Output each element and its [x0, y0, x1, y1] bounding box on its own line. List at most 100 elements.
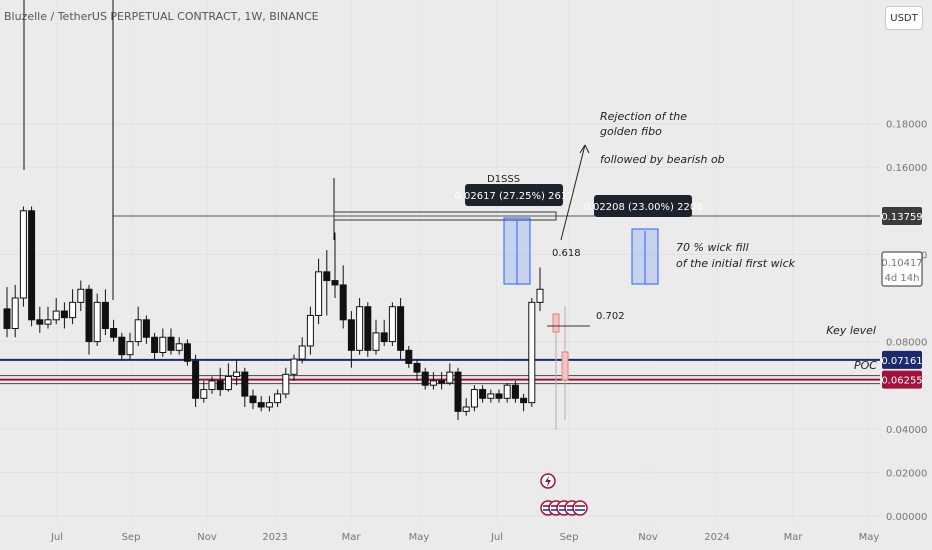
note-rejection-1: Rejection of the [600, 110, 687, 123]
candle-body [495, 393, 503, 399]
candle-body [503, 384, 511, 399]
time-tick: Jul [490, 532, 503, 543]
symbol-header: Bluzelle / TetherUS PERPETUAL CONTRACT, … [4, 10, 319, 23]
candle-body [52, 310, 60, 321]
arrow-head-icon [579, 144, 590, 154]
candle-body [487, 393, 495, 399]
time-tick: May [859, 532, 880, 543]
candle-body [511, 384, 519, 399]
candle-body [520, 397, 528, 404]
candle-body [364, 306, 372, 351]
candle-body [233, 371, 241, 377]
time-tick: Sep [122, 532, 141, 543]
poc-tag-bg [882, 370, 922, 389]
time-tick: Jul [50, 532, 63, 543]
candle-body [77, 288, 85, 303]
candle-body [142, 319, 150, 338]
time-tick: Mar [784, 532, 804, 543]
candle-body [282, 373, 290, 395]
time-tick: Nov [197, 532, 217, 543]
candle-body [265, 402, 273, 408]
countdown: 4d 14h [885, 273, 920, 284]
note-followed: followed by bearish ob [600, 153, 725, 166]
projected-candle [552, 313, 560, 333]
measure-label-right-bg [594, 195, 692, 217]
candle-body [356, 306, 364, 351]
time-tick: Nov [638, 532, 658, 543]
candles [3, 0, 569, 430]
current-price-tag-bg [881, 251, 923, 287]
time-tick: Mar [342, 532, 362, 543]
time-axis: Jul Sep Nov 2023 Mar May Jul Sep Nov 2024 Mar May [50, 532, 879, 543]
candle-body [454, 371, 462, 412]
measure-label-left-bg [465, 184, 563, 206]
time-tick: Sep [560, 532, 579, 543]
candle-body [192, 360, 200, 399]
candle-body [397, 306, 405, 351]
candle-body [306, 314, 314, 347]
price-tick: 0.08000 [886, 338, 927, 349]
currency-button[interactable]: USDT [885, 6, 923, 30]
candle-body [298, 345, 306, 360]
candle-body [339, 284, 347, 321]
note-poc: POC [854, 359, 877, 372]
current-price: 0.10417 [881, 258, 922, 269]
candle-body [118, 336, 126, 356]
fib-618-label: 0.618 [552, 248, 581, 259]
price-tick: 0.04000 [886, 425, 927, 436]
resistance-tag: 0.13759 [881, 212, 922, 223]
candle-body [388, 306, 396, 343]
candle-body [19, 210, 27, 299]
candle-body [216, 380, 224, 391]
candle-body [470, 389, 478, 408]
candle-body [438, 380, 446, 384]
candle-body [44, 319, 52, 325]
candle-body [85, 288, 93, 343]
resistance-tag-bg [882, 207, 922, 226]
candle-body [331, 280, 339, 286]
note-wick-fill-2: of the initial first wick [676, 257, 796, 270]
candle-body [28, 210, 36, 321]
grid [0, 0, 880, 525]
candle-body [347, 319, 355, 351]
time-tick: 2024 [704, 532, 729, 543]
fib-702-label: 0.702 [596, 311, 625, 322]
candle-body [405, 349, 413, 364]
candle-body [241, 371, 249, 397]
rejection-arrow [560, 144, 586, 241]
candle-body [446, 371, 454, 384]
measure-label-right: 0.02208 (23.00%) 2208 [583, 202, 702, 213]
candle-body [479, 389, 487, 399]
candle-body [528, 301, 536, 404]
order-block [333, 211, 557, 221]
candle-body [208, 380, 216, 391]
candle-body [274, 393, 282, 404]
candle-body [290, 358, 298, 375]
price-axis: 0.180000.160000.120000.080000.040000.020… [881, 120, 927, 523]
candle-body [413, 362, 421, 373]
candle-body [11, 297, 19, 330]
note-d1: D1SSS [487, 174, 520, 185]
note-rejection-2: golden fibo [600, 125, 662, 138]
candle-body [134, 319, 142, 343]
candle-body [421, 371, 429, 386]
candle-body [224, 375, 232, 391]
annotations: 0.02617 (27.25%) 2617 0.02208 (23.00%) 22… [333, 110, 877, 516]
candle-body [536, 288, 544, 303]
candle-body [175, 343, 183, 351]
candle-body [101, 301, 109, 330]
candle-body [69, 301, 77, 319]
us-flag-icon[interactable] [572, 500, 588, 516]
price-tick: 0.00000 [886, 512, 927, 523]
candle-body [159, 336, 167, 353]
candle-body [93, 301, 101, 343]
levels [0, 215, 880, 385]
candle-body [200, 389, 208, 399]
lightning-icon[interactable] [540, 473, 556, 489]
candle-body [110, 328, 118, 338]
candle-body [183, 343, 191, 362]
measure-label-left: 0.02617 (27.25%) 2617 [454, 191, 573, 202]
note-wick-fill-1: 70 % wick fill [676, 241, 749, 254]
